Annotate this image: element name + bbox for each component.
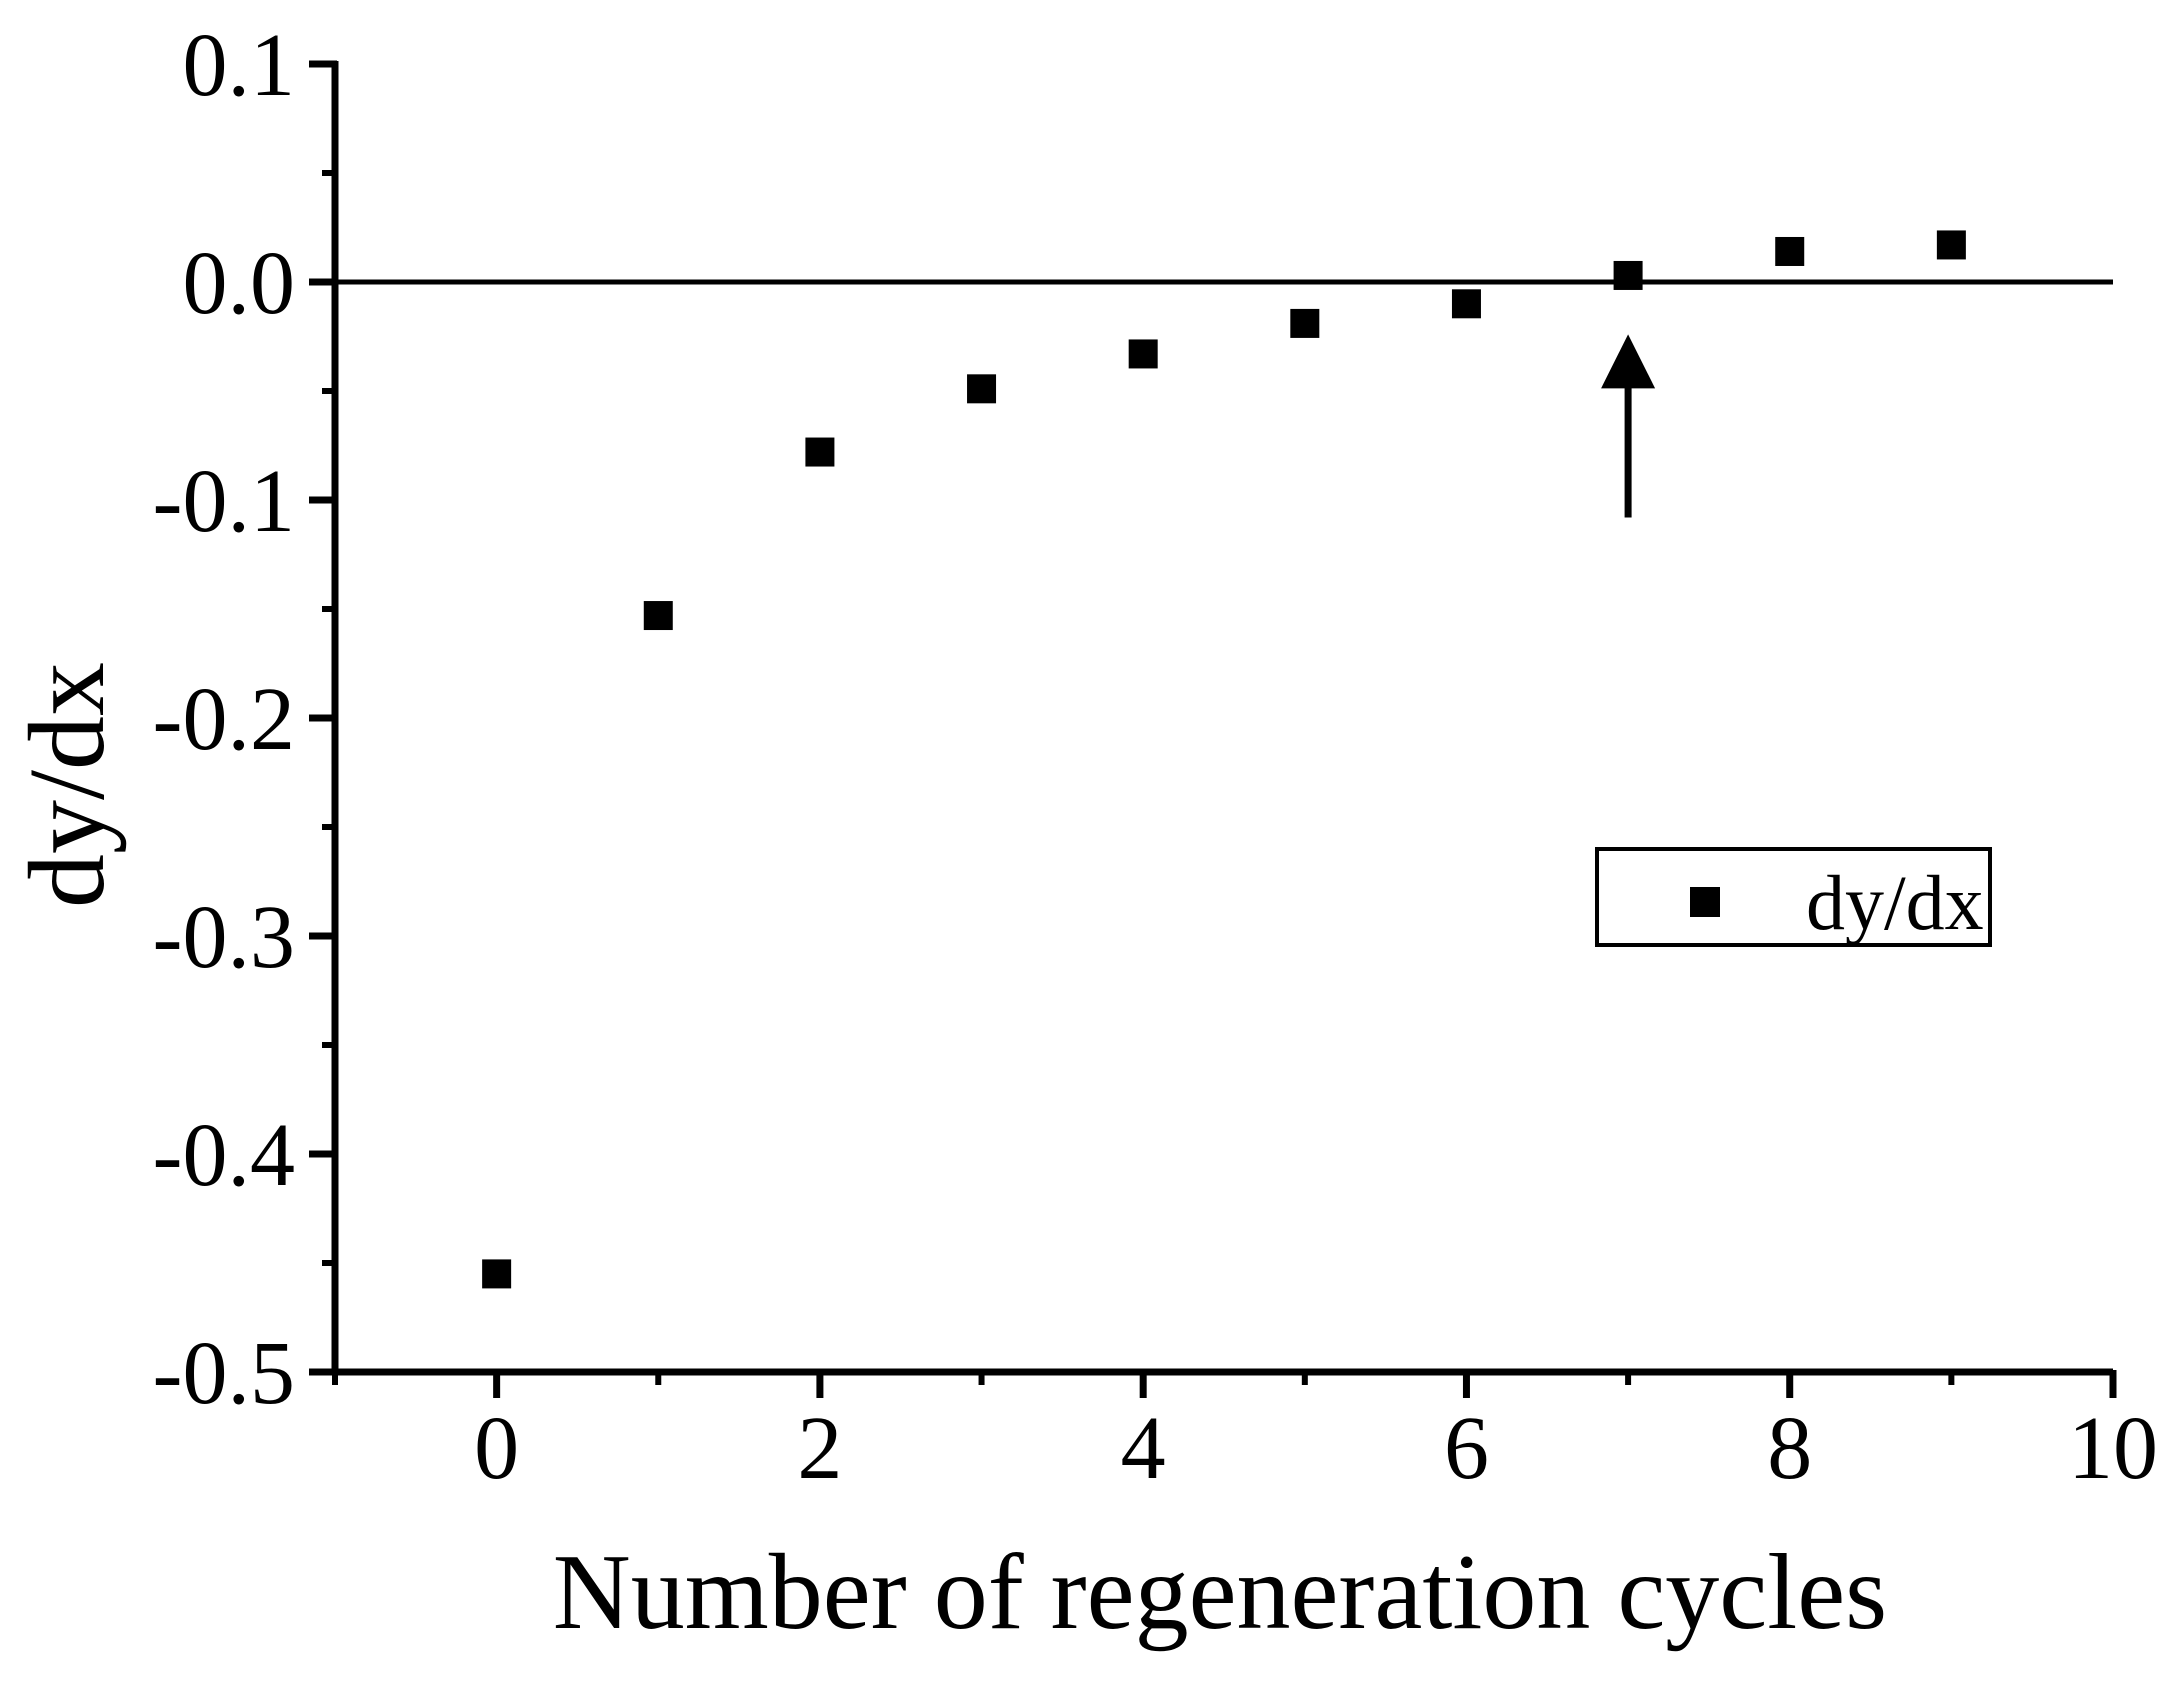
legend-box: [1595, 847, 1992, 947]
ticks-group: [309, 60, 2117, 1398]
arrow-head: [1601, 334, 1656, 389]
legend-marker-square: [1690, 887, 1720, 917]
x-tick-label: 2: [797, 1399, 842, 1498]
x-tick-label: 4: [1121, 1399, 1166, 1498]
x-tick-label: 6: [1444, 1399, 1489, 1498]
data-point: [1128, 339, 1158, 369]
x-tick-label: 0: [474, 1399, 519, 1498]
y-tick-label: -0.5: [153, 1324, 295, 1423]
data-point: [643, 601, 673, 631]
y-axis-label: dy/dx: [8, 662, 127, 908]
y-tick-label: -0.4: [153, 1106, 295, 1205]
y-tick-label: -0.3: [153, 888, 295, 987]
legend-label: dy/dx: [1806, 859, 1984, 946]
x-tick-label: 10: [2068, 1399, 2158, 1498]
data-point: [1613, 260, 1643, 290]
y-tick-label: 0.0: [183, 234, 296, 333]
data-point: [1775, 236, 1805, 266]
data-point: [1290, 308, 1320, 338]
arrow-annotation-group: [1601, 334, 1656, 518]
data-point: [1451, 289, 1481, 319]
x-axis-label: Number of regeneration cycles: [553, 1533, 1887, 1652]
axes-group: [331, 61, 2113, 1376]
y-tick-label: -0.2: [153, 670, 295, 769]
data-points-group: [482, 230, 1966, 1289]
y-tick-label: 0.1: [183, 16, 296, 115]
data-point: [805, 437, 835, 467]
x-tick-label: 8: [1767, 1399, 1812, 1498]
legend: dy/dx: [1595, 847, 1992, 947]
tick-labels-group: 0.1 0.0 -0.1 -0.2 -0.3 -0.4 -0.5 0 2 4 6 8 10: [153, 16, 2158, 1498]
data-point: [1936, 230, 1966, 260]
data-point: [482, 1259, 512, 1289]
data-point: [967, 374, 997, 404]
y-tick-label: -0.1: [153, 452, 295, 551]
